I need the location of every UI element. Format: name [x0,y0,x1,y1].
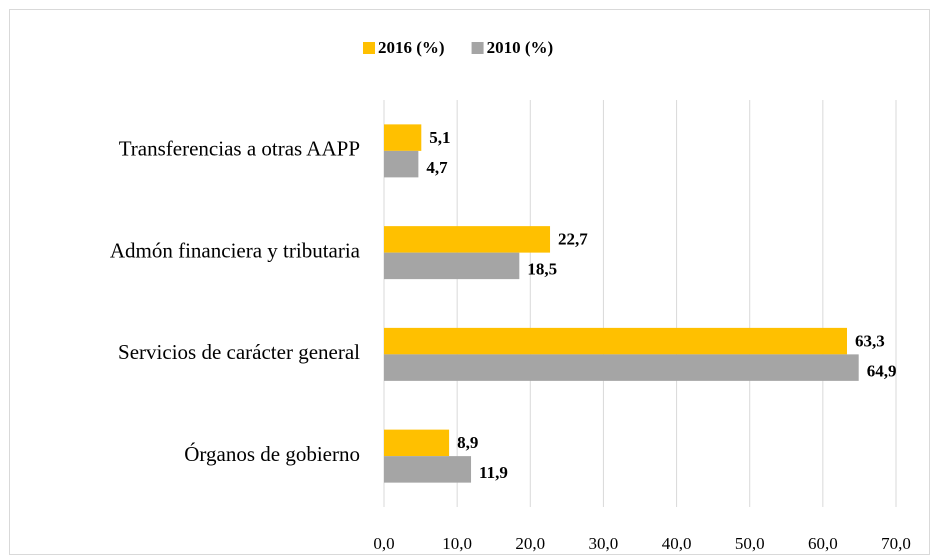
bar [384,226,551,253]
bar [384,327,847,355]
bar [384,150,419,178]
bar [384,252,520,280]
legend-label: 2010 (%) [487,38,554,57]
x-tick-label: 60,0 [808,534,838,553]
y-tick-label: Servicios de carácter general [118,340,360,364]
data-label: 4,7 [426,158,448,177]
bar [384,456,472,483]
data-label: 8,9 [457,433,478,452]
data-label: 18,5 [527,260,557,279]
data-label: 22,7 [558,230,588,249]
x-tick-label: 30,0 [589,534,619,553]
y-tick-label: Admón financiera y tributaria [110,238,361,262]
y-tick-label: Órganos de gobierno [184,442,360,466]
data-label: 11,9 [479,463,508,482]
x-tick-label: 40,0 [662,534,692,553]
bar [384,429,450,457]
x-tick-label: 10,0 [442,534,472,553]
x-tick-label: 0,0 [373,534,394,553]
y-tick-label: Transferencias a otras AAPP [119,137,360,161]
legend-swatch [471,42,484,54]
data-label: 63,3 [855,331,885,350]
legend-label: 2016 (%) [378,38,445,57]
x-tick-label: 20,0 [515,534,545,553]
bar [384,354,859,381]
legend-swatch [363,42,375,54]
data-label: 64,9 [867,361,897,380]
bar [384,124,422,151]
data-label: 5,1 [429,128,450,147]
x-tick-label: 50,0 [735,534,765,553]
x-tick-label: 70,0 [881,534,911,553]
